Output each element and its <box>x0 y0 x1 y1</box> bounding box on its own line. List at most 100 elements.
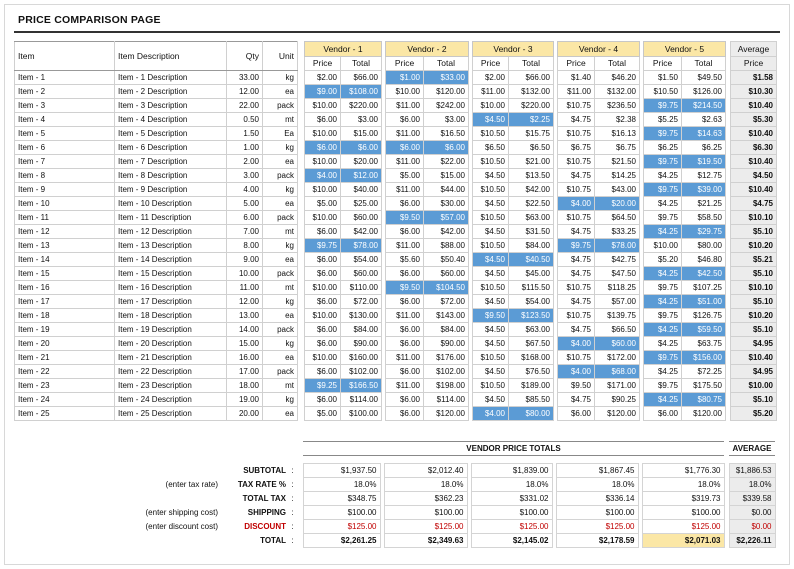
vendor-4-price: $4.00 <box>557 196 595 211</box>
vendor-1-tax-rate[interactable]: 18.0% <box>302 477 381 492</box>
vendor-1-total: $2,261.25 <box>302 533 381 548</box>
totals-row-discount: (enter discount cost) DISCOUNT: $125.00 $12… <box>14 519 776 534</box>
vendor-5-price: $4.25 <box>643 266 682 281</box>
item-description: Item - 24 Description <box>114 392 227 407</box>
vendor-3-total: $80.00 <box>508 406 554 421</box>
vendor-4-total: $120.00 <box>594 406 640 421</box>
vendor-4-tax-rate[interactable]: 18.0% <box>555 477 639 492</box>
item-name: Item - 9 <box>14 182 115 197</box>
vendor-4-price: $10.75 <box>557 280 595 295</box>
vendor-2-total: $57.00 <box>423 210 469 225</box>
spacer <box>298 71 305 85</box>
vendor-3-total: $31.50 <box>508 224 554 239</box>
vendor-4-total: $132.00 <box>594 84 640 99</box>
vendor-1-price: $6.00 <box>304 294 341 309</box>
spacer <box>298 155 305 169</box>
item-name: Item - 7 <box>14 154 115 169</box>
vendor-2-header: Vendor - 2 <box>385 41 469 57</box>
vendor-5-shipping[interactable]: $100.00 <box>641 505 725 520</box>
vendor-1-total: $60.00 <box>340 266 382 281</box>
table-row: Item - 16 Item - 16 Description 11.00 mt $10… <box>14 280 777 295</box>
vendor-4-total: $21.50 <box>594 154 640 169</box>
vendor-2-subtotal: $2,012.40 <box>383 463 468 478</box>
table-row: Item - 1 Item - 1 Description 33.00 kg $2.00… <box>14 70 777 85</box>
vendor-4-discount[interactable]: $125.00 <box>555 519 639 534</box>
row-hint: (enter tax rate) <box>165 480 218 489</box>
item-description: Item - 7 Description <box>114 154 227 169</box>
average-subtotal: $1,886.53 <box>728 463 776 478</box>
spacer <box>298 281 305 295</box>
totals-row-shipping: (enter shipping cost) SHIPPING: $100.00 $10… <box>14 505 776 520</box>
vendor-2-total: $2,349.63 <box>383 533 468 548</box>
vendor-1-price: $9.25 <box>304 378 341 393</box>
spacer <box>298 197 305 211</box>
row-colon: : <box>291 536 294 545</box>
average-price: $5.30 <box>730 112 777 127</box>
vendor-1-total: $160.00 <box>340 350 382 365</box>
item-qty: 19.00 <box>226 392 263 407</box>
item-name: Item - 23 <box>14 378 115 393</box>
vendor-4-total: $139.75 <box>594 308 640 323</box>
row-colon: : <box>291 508 294 517</box>
spacer <box>298 309 305 323</box>
vendor-1-price: $6.00 <box>304 112 341 127</box>
vendor-5-tax-rate[interactable]: 18.0% <box>641 477 725 492</box>
vendor-3-total: $42.00 <box>508 182 554 197</box>
table-row: Item - 14 Item - 14 Description 9.00 ea $6.0… <box>14 252 777 267</box>
vendor-5-price: $9.75 <box>643 154 682 169</box>
vendor-5-subtotal: $1,776.30 <box>641 463 725 478</box>
item-qty: 0.50 <box>226 112 263 127</box>
row-label: DISCOUNT <box>244 522 286 531</box>
spacer <box>298 253 305 267</box>
vendor-2-total-header: Total <box>423 56 469 71</box>
vendor-2-shipping[interactable]: $100.00 <box>383 505 468 520</box>
vendor-3-total: $13.50 <box>508 168 554 183</box>
average-price: $5.10 <box>730 224 777 239</box>
item-description: Item - 6 Description <box>114 140 227 155</box>
vendor-1-total: $130.00 <box>340 308 382 323</box>
item-qty: 18.00 <box>226 378 263 393</box>
vendor-1-shipping[interactable]: $100.00 <box>302 505 381 520</box>
vendor-5-discount[interactable]: $125.00 <box>641 519 725 534</box>
item-name: Item - 21 <box>14 350 115 365</box>
item-name: Item - 18 <box>14 308 115 323</box>
item-qty: 12.00 <box>226 84 263 99</box>
item-unit: ea <box>262 406 298 421</box>
item-unit: ea <box>262 196 298 211</box>
vendor-5-total: $63.75 <box>681 336 726 351</box>
vendor-2-tax-rate[interactable]: 18.0% <box>383 477 468 492</box>
vendor-2-discount[interactable]: $125.00 <box>383 519 468 534</box>
vendor-4-total: $43.00 <box>594 182 640 197</box>
vendor-3-price: $10.50 <box>472 182 509 197</box>
item-name: Item - 4 <box>14 112 115 127</box>
vendor-4-total: $60.00 <box>594 336 640 351</box>
vendor-3-total: $21.00 <box>508 154 554 169</box>
spacer <box>298 365 305 379</box>
item-qty: 7.00 <box>226 224 263 239</box>
vendor-1-discount[interactable]: $125.00 <box>302 519 381 534</box>
vendor-3-shipping[interactable]: $100.00 <box>470 505 553 520</box>
item-unit: Ea <box>262 126 298 141</box>
vendor-1-price: $9.75 <box>304 238 341 253</box>
vendor-4-total: $2.38 <box>594 112 640 127</box>
totals-row-tax-rate: (enter tax rate) TAX RATE %:18.0% 18.0% 18.… <box>14 477 776 492</box>
spacer <box>298 379 305 393</box>
table-row: Item - 9 Item - 9 Description 4.00 kg $10.00… <box>14 182 777 197</box>
vendor-5-price: $4.25 <box>643 196 682 211</box>
vendor-3-tax-rate[interactable]: 18.0% <box>470 477 553 492</box>
average-price: $5.21 <box>730 252 777 267</box>
vendor-4-shipping[interactable]: $100.00 <box>555 505 639 520</box>
table-row: Item - 11 Item - 11 Description 6.00 pack $1… <box>14 210 777 225</box>
qty-header: Qty <box>226 41 263 71</box>
vendor-1-price: $2.00 <box>304 70 341 85</box>
vendor-3-discount[interactable]: $125.00 <box>470 519 553 534</box>
vendor-2-total: $42.00 <box>423 224 469 239</box>
vendor-5-total: $175.50 <box>681 378 726 393</box>
vendor-4-total-header: Total <box>594 56 640 71</box>
item-description: Item - 8 Description <box>114 168 227 183</box>
item-qty: 1.00 <box>226 140 263 155</box>
spacer <box>298 42 305 71</box>
totals-row-total-tax: TOTAL TAX: $348.75 $362.23 $331.02 $336.14 $3… <box>14 491 776 506</box>
vendor-2-price: $11.00 <box>385 98 424 113</box>
average-total-tax: $339.58 <box>728 491 776 506</box>
